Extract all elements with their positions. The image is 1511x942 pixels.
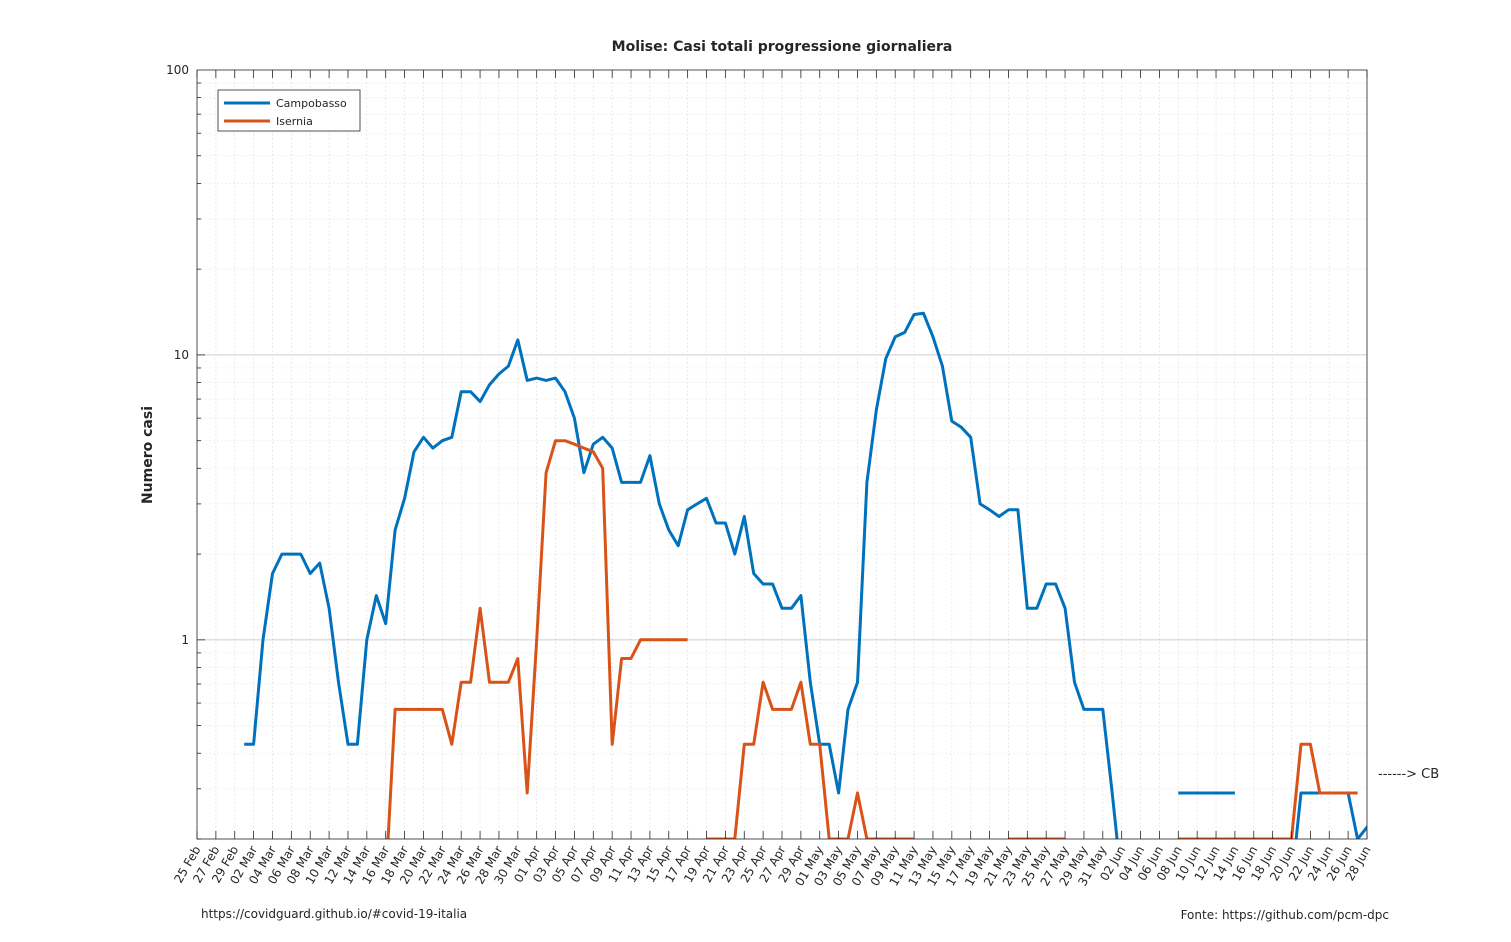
series-isernia	[386, 439, 1358, 839]
legend: Campobasso Isernia	[217, 89, 361, 132]
chart-title: Molise: Casi totali progressione giornal…	[612, 39, 953, 55]
y-axis-label: Numero casi	[140, 406, 156, 504]
series-line-isernia	[706, 680, 915, 839]
series-line-campobasso	[244, 311, 1119, 839]
y-tick-label: 10	[174, 348, 189, 362]
y-tick-label: 100	[166, 63, 189, 77]
series-line-isernia	[386, 439, 688, 839]
footer-source-right: Fonte: https://github.com/pcm-dpc	[1181, 908, 1389, 922]
legend-label-isernia: Isernia	[276, 115, 313, 128]
grid	[196, 70, 1368, 840]
footer-source-left: https://covidguard.github.io/#covid-19-i…	[201, 907, 467, 921]
series-line-isernia	[1178, 742, 1358, 839]
series-layer	[244, 311, 1367, 839]
legend-box	[217, 89, 361, 132]
ticks	[196, 70, 1368, 840]
y-tick-label: 1	[181, 633, 189, 647]
legend-label-campobasso: Campobasso	[276, 97, 347, 110]
annotation-cb: ------> CB	[1378, 767, 1439, 782]
